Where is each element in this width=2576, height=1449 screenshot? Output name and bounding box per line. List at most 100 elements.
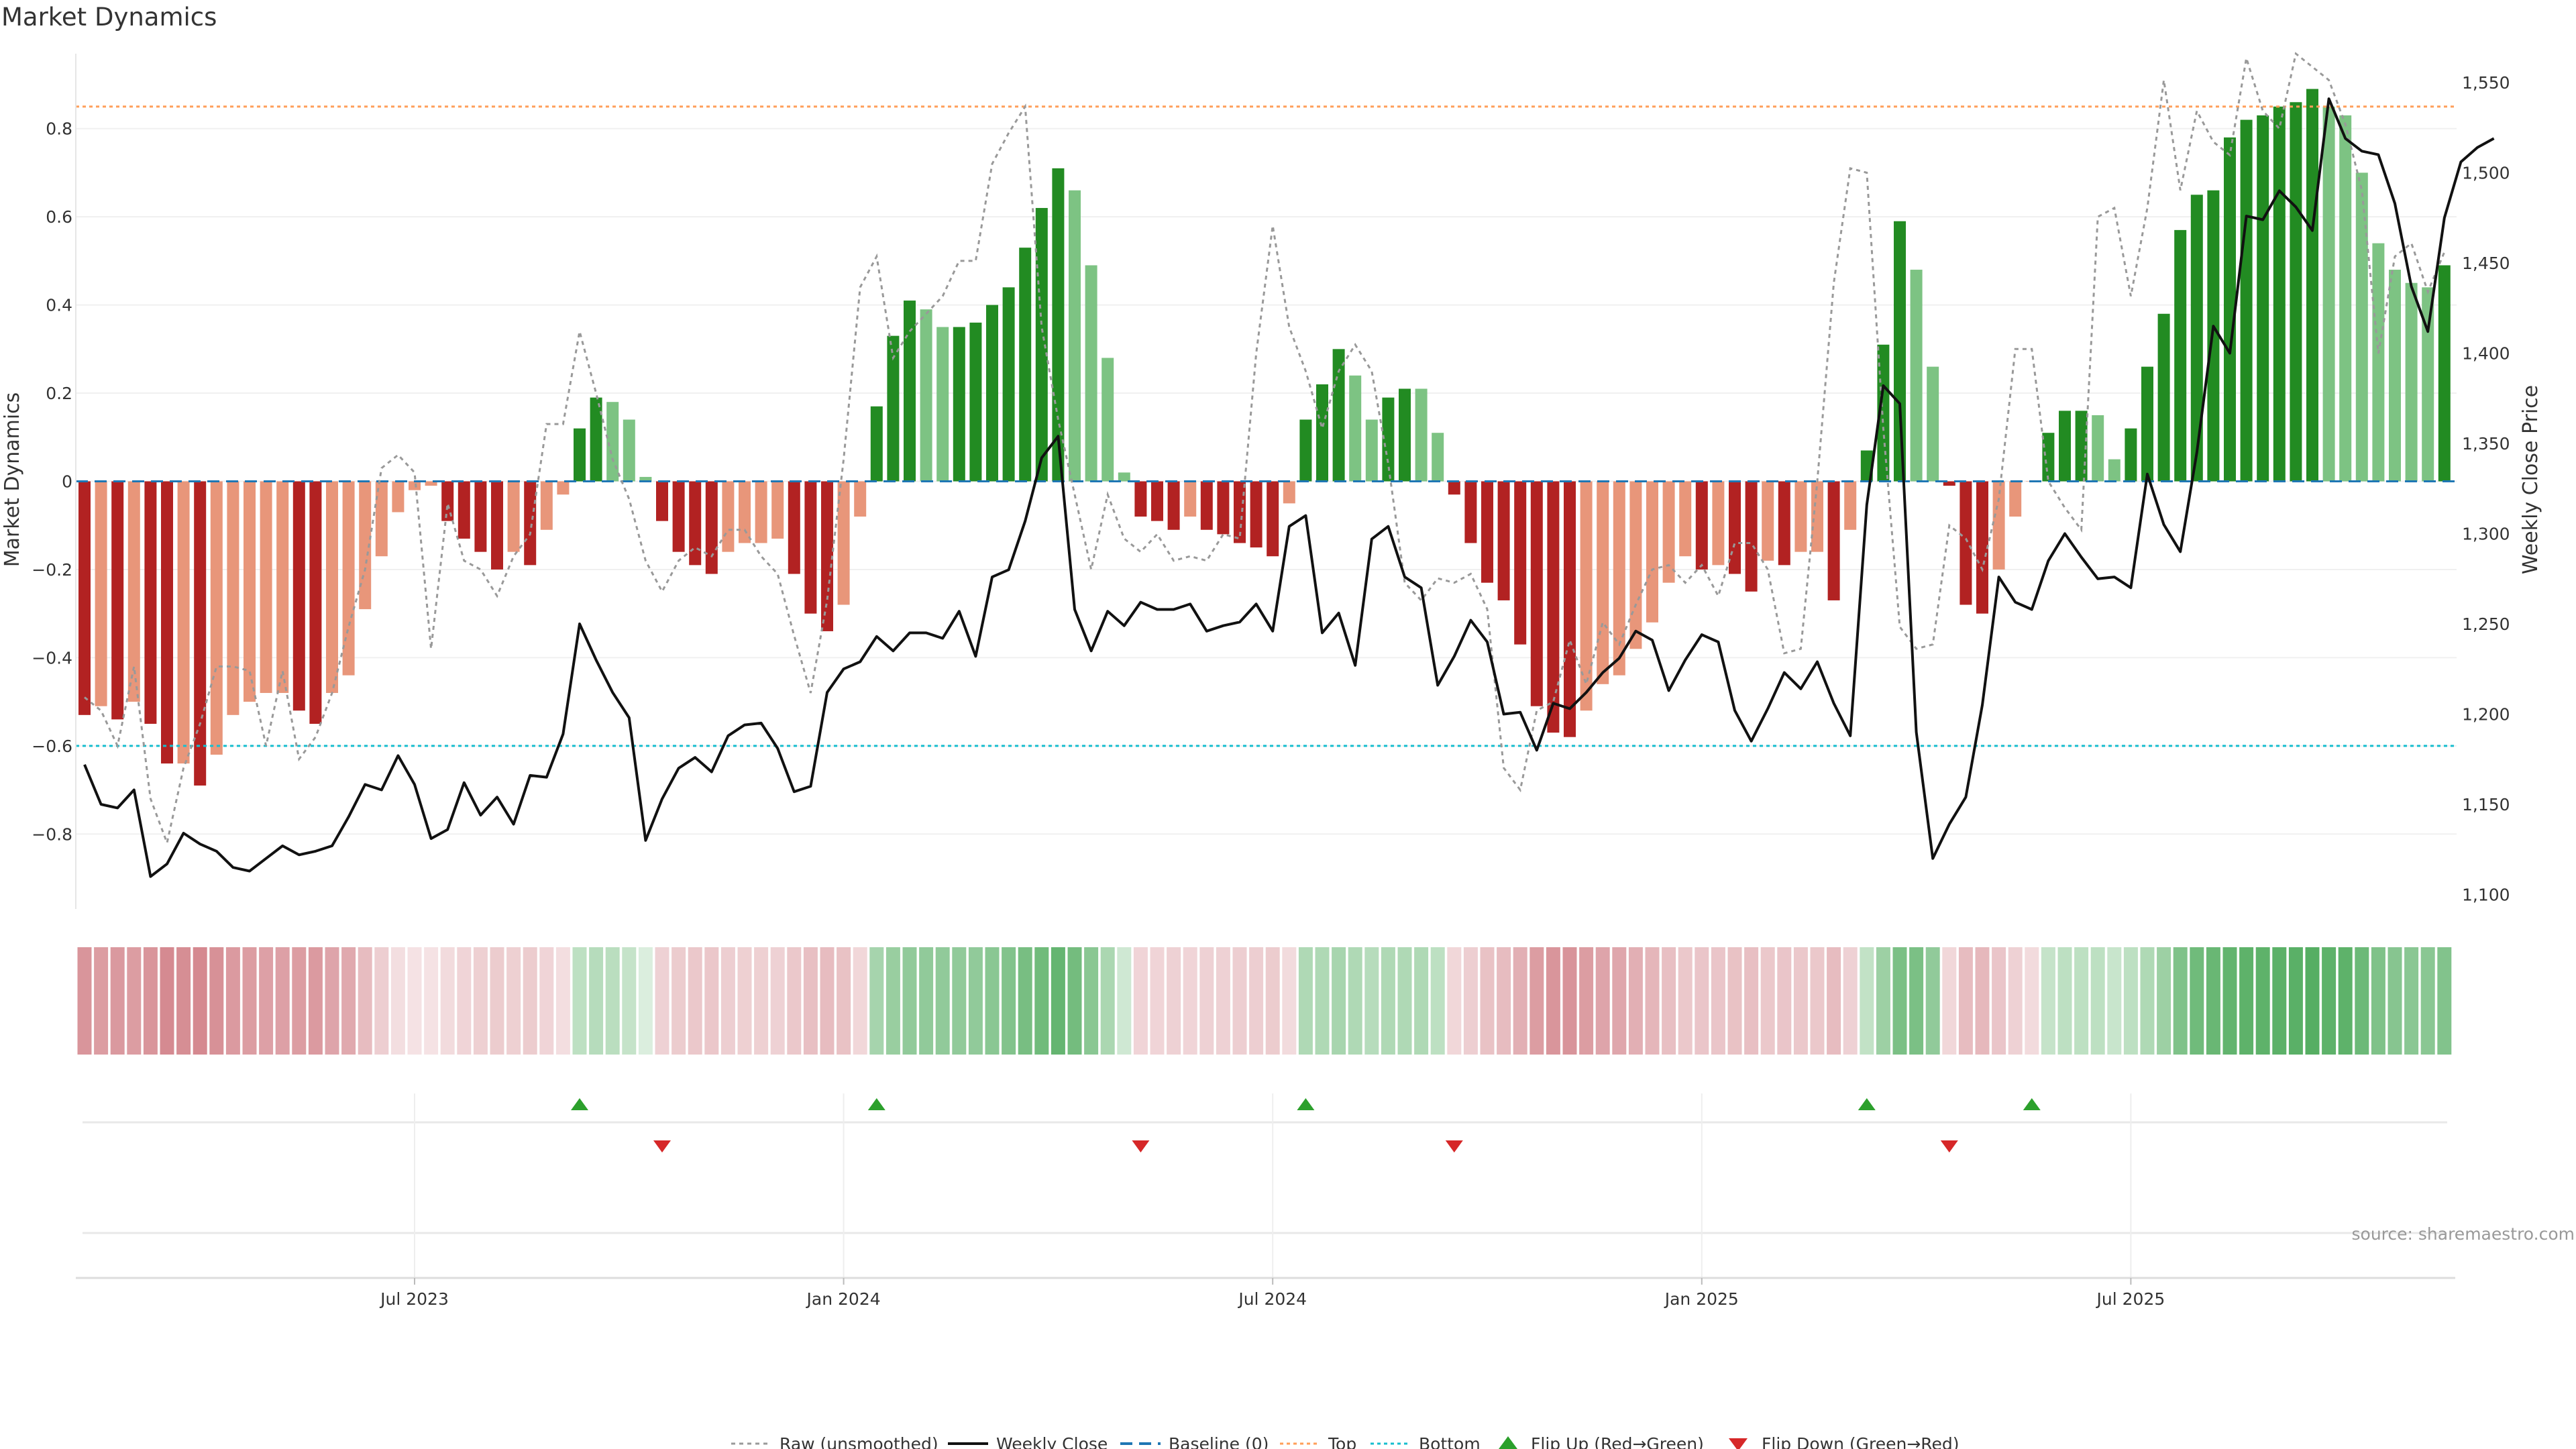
heat-cell xyxy=(589,947,604,1055)
heat-cell xyxy=(242,947,257,1055)
md-bar xyxy=(342,481,355,676)
heat-cell xyxy=(1876,947,1890,1055)
y-left-tick-label: −0.8 xyxy=(32,824,72,844)
heat-cell xyxy=(1348,947,1362,1055)
md-bar xyxy=(2306,89,2318,482)
heat-cell xyxy=(2173,947,2188,1055)
md-bar xyxy=(1415,388,1428,482)
heat-cell xyxy=(2437,947,2452,1055)
heat-cell xyxy=(1084,947,1099,1055)
heat-cell xyxy=(2355,947,2369,1055)
heat-cell xyxy=(1034,947,1049,1055)
heat-cell xyxy=(885,947,900,1055)
heat-cell xyxy=(1892,947,1907,1055)
heat-cell xyxy=(1497,947,1511,1055)
md-bar xyxy=(2042,433,2055,482)
flip-up-marker xyxy=(1297,1098,1315,1110)
x-axis-ticks: Jul 2023 Jan 2024 Jul 2024 Jan 2025 Jul 2025 xyxy=(379,1278,2165,1309)
md-bar xyxy=(2273,106,2286,482)
md-bar xyxy=(1134,481,1147,517)
md-bar xyxy=(1794,481,1807,552)
heat-cell xyxy=(2420,947,2435,1055)
heat-cell xyxy=(1975,947,1990,1055)
md-bar xyxy=(309,481,322,724)
heat-cell xyxy=(2387,947,2402,1055)
heat-cell xyxy=(1843,947,1858,1055)
md-bar xyxy=(788,481,800,574)
heat-cell xyxy=(1480,947,1495,1055)
y-left-tick-label: −0.2 xyxy=(32,560,72,580)
md-bar xyxy=(540,481,553,530)
md-bar xyxy=(2372,243,2385,482)
md-bar xyxy=(953,327,965,482)
md-bar xyxy=(425,481,437,486)
heat-strip xyxy=(77,947,2452,1055)
md-bar xyxy=(2125,428,2137,482)
md-bar xyxy=(1992,481,2005,570)
y-right-tick-label: 1,300 xyxy=(2462,525,2510,544)
heat-cell xyxy=(1463,947,1478,1055)
heat-cell xyxy=(935,947,950,1055)
heat-cell xyxy=(2090,947,2105,1055)
md-bar xyxy=(326,481,338,693)
heat-cell xyxy=(1695,947,1709,1055)
heat-cell xyxy=(506,947,521,1055)
md-bar xyxy=(1547,481,1560,733)
md-bar xyxy=(1299,419,1312,482)
heat-cell xyxy=(555,947,570,1055)
md-bar xyxy=(1382,397,1395,482)
md-bar xyxy=(1530,481,1543,706)
heat-cell xyxy=(655,947,669,1055)
heat-cell xyxy=(424,947,439,1055)
heat-cell xyxy=(622,947,637,1055)
md-bar xyxy=(194,481,207,786)
heat-cell xyxy=(787,947,802,1055)
y-left-tick-label: −0.4 xyxy=(32,648,72,667)
md-bar xyxy=(1597,481,1609,684)
flip-markers xyxy=(571,1098,2041,1152)
heat-cell xyxy=(209,947,224,1055)
md-bar xyxy=(2257,115,2269,482)
heat-cell xyxy=(837,947,851,1055)
heat-cell xyxy=(390,947,405,1055)
heat-cell xyxy=(1711,947,1725,1055)
x-tick-label: Jan 2024 xyxy=(806,1289,881,1309)
md-bar xyxy=(491,481,503,570)
md-bar xyxy=(1927,366,1939,482)
heat-cell xyxy=(638,947,653,1055)
md-bar xyxy=(507,481,520,552)
heat-cell xyxy=(1002,947,1016,1055)
md-bar xyxy=(656,481,668,521)
md-bar xyxy=(2108,459,2121,482)
md-bar xyxy=(127,481,140,702)
heat-cell xyxy=(1744,947,1759,1055)
md-bar xyxy=(557,481,570,495)
md-bar xyxy=(292,481,305,711)
md-bar xyxy=(1365,419,1378,482)
md-bar xyxy=(837,481,850,605)
heat-cell xyxy=(1777,947,1792,1055)
md-bar xyxy=(1316,384,1328,482)
flip-down-marker xyxy=(1132,1140,1150,1152)
md-bar xyxy=(1283,481,1295,504)
heat-cell xyxy=(1529,947,1544,1055)
heat-cell xyxy=(1909,947,1924,1055)
md-bar xyxy=(1910,270,1923,482)
md-bar xyxy=(177,481,190,764)
legend-bottom-label: Bottom xyxy=(1419,1434,1481,1449)
md-bar xyxy=(590,397,602,482)
heat-cell xyxy=(374,947,389,1055)
heat-cell xyxy=(2255,947,2270,1055)
y-left-tick-label: −0.6 xyxy=(32,737,72,756)
bars-layer xyxy=(78,89,2451,786)
md-bar xyxy=(524,481,537,566)
heat-cell xyxy=(902,947,917,1055)
md-bar xyxy=(606,402,619,482)
md-bar xyxy=(870,406,883,482)
md-bar xyxy=(2059,411,2071,482)
md-bar xyxy=(1729,481,1741,574)
heat-cell xyxy=(1992,947,2006,1055)
md-bar xyxy=(936,327,949,482)
heat-cell xyxy=(968,947,983,1055)
heat-cell xyxy=(1265,947,1280,1055)
